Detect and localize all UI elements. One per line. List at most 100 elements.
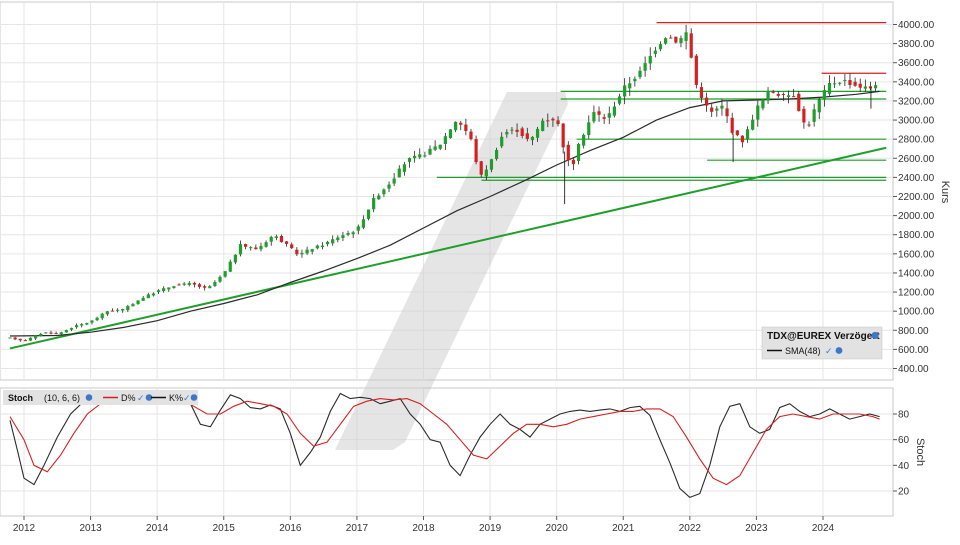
- candle-body: [454, 121, 458, 131]
- price-tick-label: 3600.00: [898, 58, 935, 69]
- price-tick-label: 2000.00: [898, 211, 935, 222]
- candle-body: [530, 136, 535, 141]
- sma-48-line: [9, 90, 880, 337]
- price-tick-label: 2600.00: [898, 154, 935, 165]
- stoch-k-check-icon[interactable]: ✓: [183, 393, 191, 403]
- x-tick-label: 2020: [546, 523, 569, 534]
- candle-body: [807, 124, 811, 126]
- legend-sma-info-icon[interactable]: [835, 347, 843, 354]
- candle-body: [377, 195, 381, 200]
- candle-body: [648, 56, 652, 64]
- candle-body: [766, 91, 770, 101]
- candle-body: [300, 252, 304, 255]
- candle-body: [571, 159, 576, 165]
- candle-body: [413, 155, 417, 159]
- candle-body: [233, 254, 237, 263]
- price-tick-label: 400.00: [898, 364, 929, 375]
- candle-body: [151, 293, 156, 296]
- candle-body: [459, 122, 463, 125]
- candle-body: [18, 338, 22, 341]
- stoch-axis-title: Stoch: [914, 438, 926, 466]
- price-axis: 400.00 600.00 800.00 1000.00 1200.00 1400.00 1…: [893, 20, 935, 375]
- candle-body: [689, 33, 693, 58]
- candle-body: [628, 83, 632, 89]
- candle-body: [44, 332, 48, 334]
- candle-body: [295, 249, 299, 255]
- candle-body: [254, 247, 258, 250]
- candle-body: [197, 284, 202, 287]
- stoch-info-icon[interactable]: [85, 394, 93, 401]
- price-tick-label: 3200.00: [898, 96, 935, 107]
- candle-body: [80, 324, 84, 326]
- candle-body: [23, 340, 27, 342]
- price-tick-label: 2400.00: [898, 173, 935, 184]
- price-tick-label: 2800.00: [898, 135, 935, 146]
- candle-body: [699, 87, 704, 98]
- stoch-tick-label: 60: [898, 435, 910, 446]
- candle-body: [592, 112, 596, 122]
- stoch-k-info-icon[interactable]: [190, 394, 198, 401]
- candle-body: [771, 91, 775, 93]
- candle-body: [479, 161, 483, 175]
- horizontal-levels: [436, 21, 887, 181]
- candle-body: [740, 135, 745, 143]
- price-tick-label: 800.00: [898, 326, 929, 337]
- candle-body: [520, 128, 524, 137]
- candle-body: [694, 55, 698, 85]
- candle-body: [720, 105, 724, 109]
- candle-body: [868, 86, 873, 89]
- candle-body: [858, 83, 862, 88]
- candle-body: [361, 219, 366, 228]
- candle-body: [249, 247, 253, 249]
- candle-body: [238, 244, 243, 255]
- price-tick-label: 1200.00: [898, 288, 935, 299]
- candle-body: [433, 146, 437, 150]
- candle-body: [448, 129, 453, 139]
- stoch-params: (10, 6, 6): [44, 393, 80, 403]
- x-tick-label: 2012: [13, 523, 36, 534]
- candle-body: [710, 107, 714, 112]
- price-tick-label: 600.00: [898, 345, 929, 356]
- candle-body: [643, 63, 647, 71]
- candle-body: [658, 44, 663, 50]
- candle-body: [525, 133, 529, 139]
- candle-body: [418, 154, 422, 158]
- candle-body: [284, 241, 289, 244]
- candle-body: [817, 99, 821, 113]
- candle-body: [69, 328, 74, 330]
- candle-body: [704, 97, 709, 106]
- x-axis: 2012 2013 2014 2015 2016 2017 2018 2019 2020 2021…: [13, 516, 835, 534]
- stoch-grid: [0, 388, 893, 516]
- candle-body: [387, 184, 391, 189]
- candle-body: [489, 159, 494, 170]
- candle-body: [126, 306, 130, 311]
- legend: TDX@EUREX Verzögert SMA(48) ✓: [761, 326, 883, 360]
- x-tick-label: 2024: [812, 523, 835, 534]
- candle-body: [500, 136, 504, 147]
- legend-title: TDX@EUREX Verzögert: [767, 331, 880, 342]
- stoch-title: Stoch: [8, 393, 33, 403]
- candle-body: [474, 139, 478, 163]
- candle-body: [469, 131, 473, 140]
- watermark-slash: [335, 92, 565, 450]
- candle-body: [402, 164, 406, 172]
- candle-body: [781, 93, 786, 95]
- candle-body: [674, 36, 678, 43]
- price-tick-label: 3400.00: [898, 77, 935, 88]
- candle-body: [146, 294, 150, 299]
- legend-sma-check-icon[interactable]: ✓: [825, 346, 833, 356]
- candle-body: [351, 232, 355, 235]
- legend-info-icon[interactable]: [871, 331, 879, 340]
- candle-body: [484, 169, 488, 177]
- stoch-d-info-icon[interactable]: [145, 394, 153, 401]
- stoch-header-box: [3, 390, 198, 405]
- legend-box: [761, 326, 883, 360]
- x-tick-label: 2016: [279, 523, 302, 534]
- candle-body: [407, 158, 412, 162]
- candle-body: [715, 108, 719, 111]
- stoch-d-check-icon[interactable]: ✓: [137, 393, 145, 403]
- candle-body: [515, 129, 519, 132]
- x-tick-label: 2018: [412, 523, 435, 534]
